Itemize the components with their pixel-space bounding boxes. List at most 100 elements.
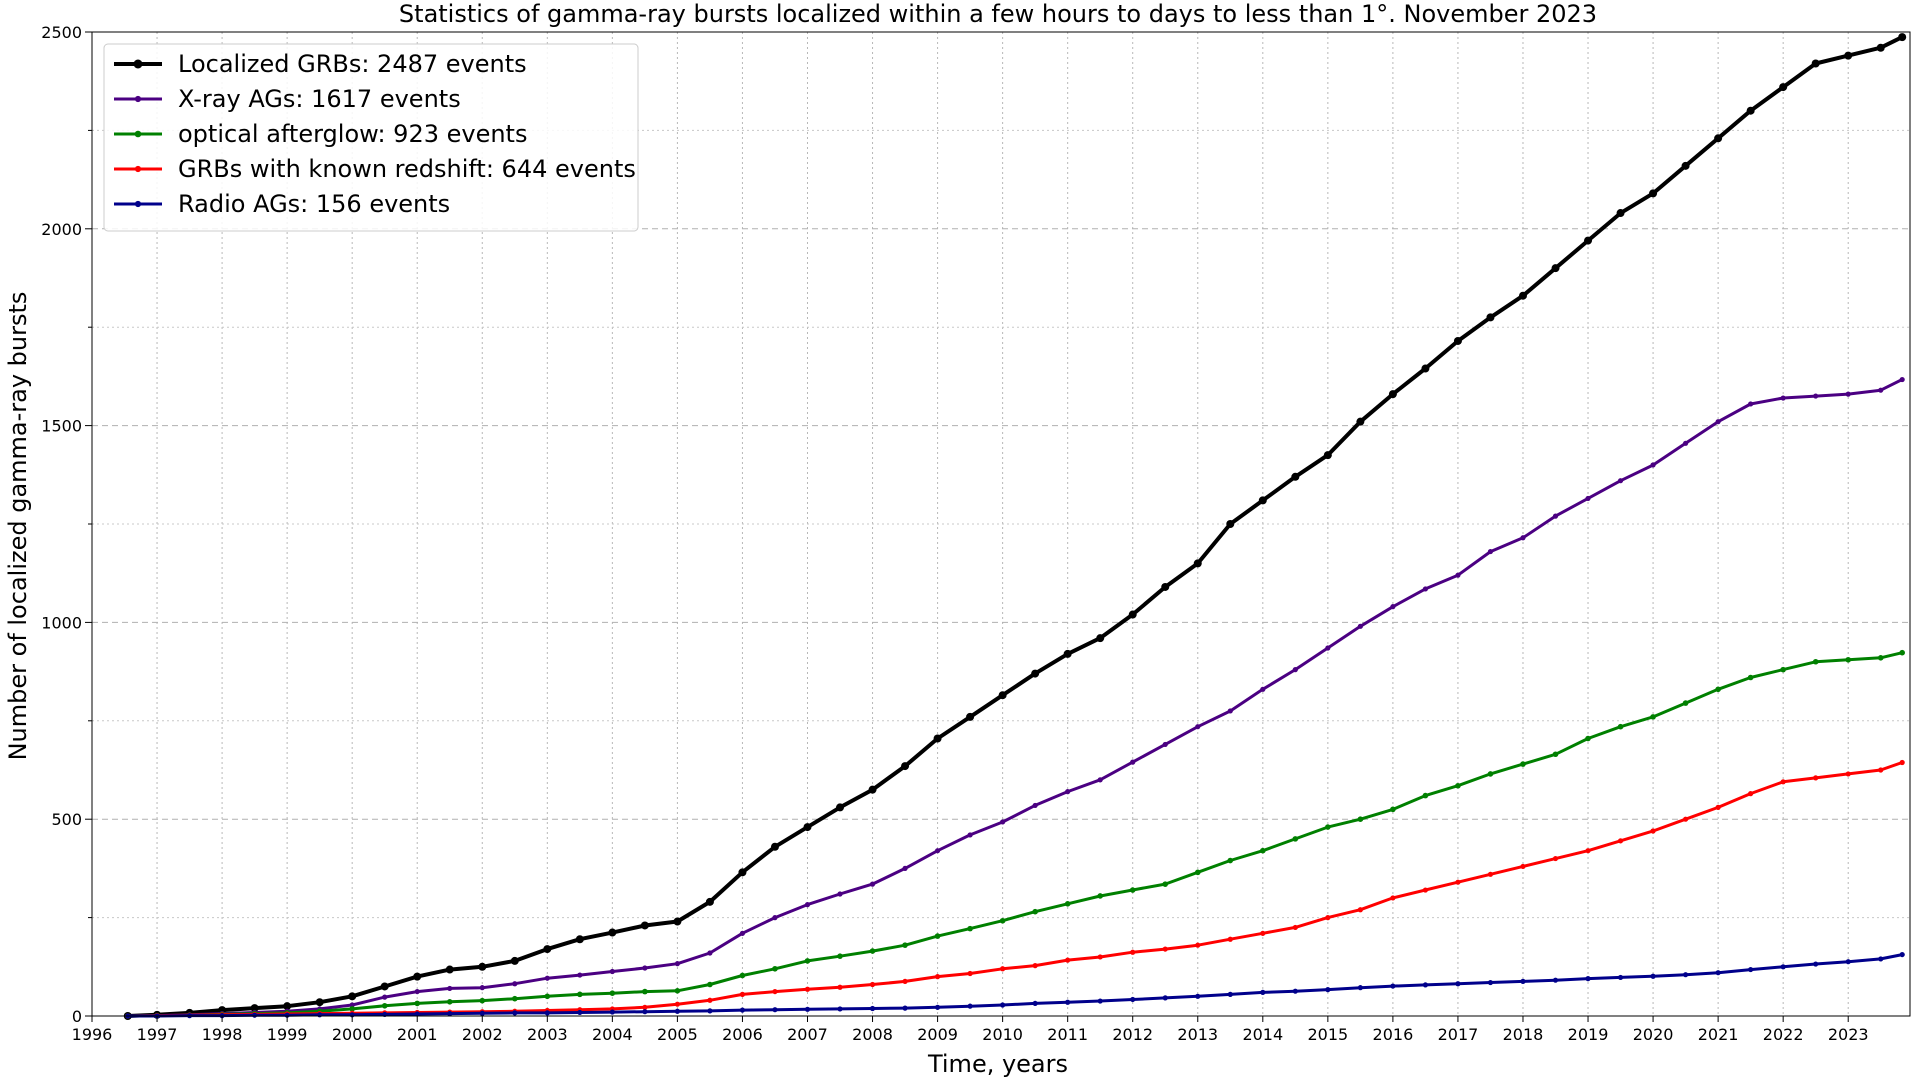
data-point bbox=[642, 965, 648, 971]
data-point bbox=[901, 762, 910, 771]
data-point bbox=[1422, 982, 1429, 988]
data-point bbox=[479, 985, 485, 991]
data-point bbox=[1520, 978, 1526, 984]
data-point bbox=[577, 972, 583, 978]
data-point bbox=[739, 972, 746, 979]
x-tick-label: 2020 bbox=[1633, 1025, 1674, 1044]
series-line bbox=[127, 35, 1904, 1018]
data-point bbox=[609, 968, 615, 975]
data-point bbox=[1357, 623, 1363, 629]
data-point bbox=[967, 970, 973, 977]
data-point bbox=[1877, 655, 1884, 661]
data-point bbox=[1162, 741, 1168, 748]
legend-marker bbox=[134, 200, 142, 208]
data-point bbox=[642, 1009, 648, 1015]
data-point bbox=[1422, 887, 1429, 893]
data-point bbox=[1518, 291, 1527, 300]
data-point bbox=[1650, 462, 1656, 468]
data-point bbox=[674, 1001, 681, 1007]
y-tick-label: 1500 bbox=[41, 417, 82, 436]
data-point bbox=[1682, 700, 1689, 706]
data-point bbox=[1455, 981, 1461, 987]
data-point bbox=[1325, 824, 1331, 830]
data-point bbox=[380, 982, 389, 991]
data-point bbox=[1845, 771, 1851, 777]
data-point bbox=[1162, 995, 1168, 1001]
data-point bbox=[869, 1005, 876, 1012]
x-tick-label: 2008 bbox=[852, 1025, 893, 1044]
data-point bbox=[739, 1007, 746, 1013]
data-point bbox=[1096, 634, 1105, 643]
data-point bbox=[837, 1006, 843, 1012]
data-point bbox=[772, 915, 778, 921]
series-line bbox=[127, 953, 1903, 1018]
data-point bbox=[1487, 871, 1494, 877]
y-tick-label: 1000 bbox=[41, 613, 82, 632]
data-point bbox=[739, 991, 746, 997]
data-point bbox=[707, 981, 713, 988]
data-point bbox=[283, 1002, 292, 1011]
data-point bbox=[1000, 819, 1006, 825]
data-point bbox=[1357, 985, 1363, 991]
data-point bbox=[837, 984, 843, 990]
data-point bbox=[1130, 949, 1136, 955]
data-point bbox=[642, 988, 648, 995]
data-point bbox=[1899, 649, 1905, 656]
data-point bbox=[933, 734, 942, 743]
data-point bbox=[1878, 767, 1884, 773]
data-point bbox=[934, 974, 941, 980]
x-tick-label: 2017 bbox=[1438, 1025, 1479, 1044]
data-point bbox=[803, 823, 812, 832]
data-point bbox=[544, 993, 551, 1000]
data-point bbox=[804, 1006, 811, 1012]
data-point bbox=[1813, 775, 1819, 781]
data-point bbox=[1486, 313, 1495, 322]
data-point bbox=[738, 868, 747, 877]
data-point bbox=[934, 1004, 941, 1010]
data-point bbox=[934, 933, 941, 939]
data-point bbox=[1194, 869, 1201, 876]
data-point bbox=[1065, 999, 1071, 1005]
data-point bbox=[1453, 336, 1462, 345]
legend-item: Localized GRBs: 2487 events bbox=[114, 50, 527, 78]
data-point bbox=[1063, 649, 1072, 658]
data-point bbox=[1032, 1000, 1038, 1007]
data-point bbox=[1193, 559, 1202, 568]
data-point bbox=[1649, 189, 1658, 198]
data-point bbox=[349, 1006, 355, 1012]
x-tick-label: 2005 bbox=[657, 1025, 698, 1044]
data-point bbox=[1682, 972, 1689, 978]
data-point bbox=[1715, 804, 1721, 810]
x-tick-label: 2013 bbox=[1177, 1025, 1218, 1044]
data-point bbox=[707, 1008, 713, 1014]
data-point bbox=[1292, 667, 1298, 673]
legend-label: optical afterglow: 923 events bbox=[178, 120, 527, 148]
data-point bbox=[1780, 395, 1786, 401]
data-point bbox=[575, 935, 584, 944]
legend-marker bbox=[134, 130, 142, 138]
data-point bbox=[1097, 893, 1103, 899]
data-point bbox=[837, 953, 843, 959]
data-point bbox=[1260, 847, 1266, 854]
data-point bbox=[1584, 236, 1593, 245]
data-point bbox=[414, 1011, 420, 1017]
x-tick-label: 1996 bbox=[72, 1025, 113, 1044]
data-point bbox=[1715, 970, 1721, 976]
data-point bbox=[414, 988, 420, 995]
x-tick-label: 2019 bbox=[1568, 1025, 1609, 1044]
y-axis-title: Number of localized gamma-ray bursts bbox=[4, 292, 32, 761]
data-point bbox=[1260, 930, 1266, 936]
data-point bbox=[1551, 264, 1560, 273]
data-point bbox=[902, 865, 908, 872]
legend-box bbox=[103, 43, 639, 232]
data-point bbox=[770, 842, 779, 851]
x-tick-label: 2007 bbox=[787, 1025, 828, 1044]
y-tick-label: 500 bbox=[51, 810, 82, 829]
data-point bbox=[869, 981, 876, 988]
data-point bbox=[1032, 802, 1038, 809]
series-line bbox=[127, 378, 1903, 1018]
data-point bbox=[1487, 979, 1494, 986]
data-point bbox=[1325, 987, 1331, 993]
data-point bbox=[1455, 782, 1461, 789]
data-point bbox=[1390, 895, 1396, 901]
